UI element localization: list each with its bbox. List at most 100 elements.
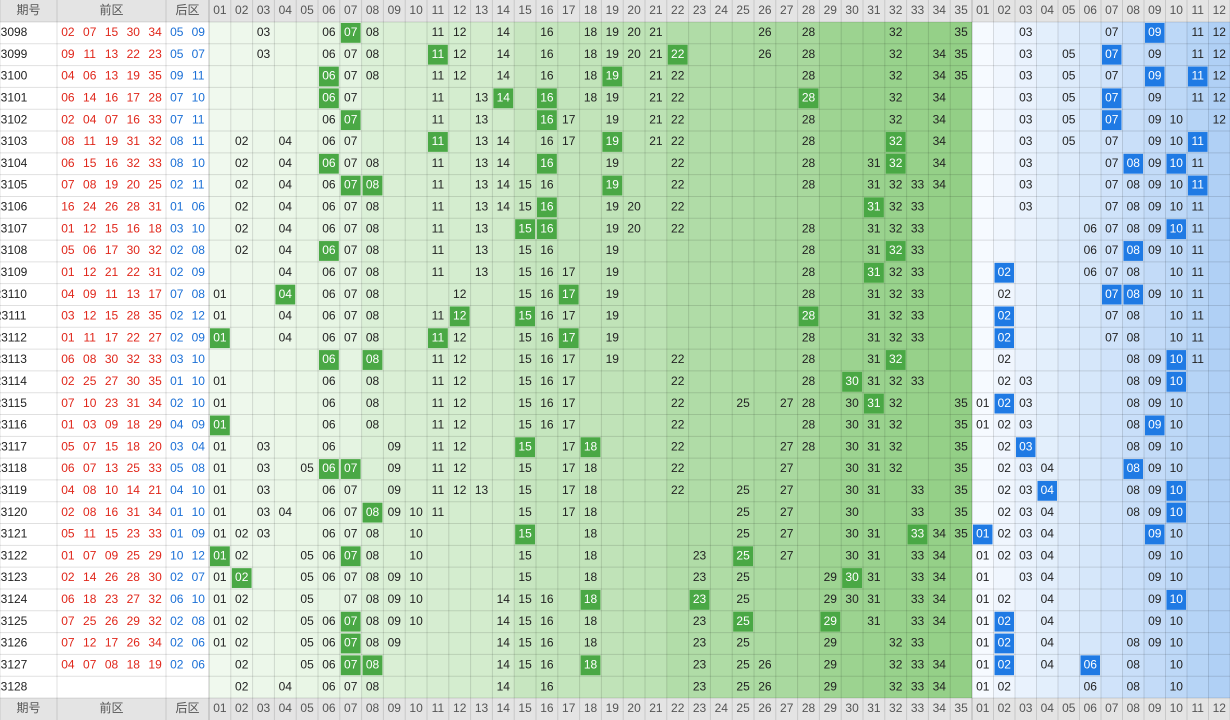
front-zone-cell: 06 <box>322 461 336 475</box>
front-zone-cell: 07 <box>344 156 358 170</box>
front-zone-cell: 15 <box>518 265 532 279</box>
front-zone-hit <box>842 568 862 588</box>
back-zone-cell: 07 <box>1105 265 1119 279</box>
back-zone-cell: 01 <box>976 418 990 432</box>
front-number: 08 <box>83 505 97 519</box>
front-zone-cell: 15 <box>518 309 532 323</box>
front-zone-hit <box>515 306 535 327</box>
issue: 2023112 <box>0 330 27 344</box>
front-number: 19 <box>105 178 119 192</box>
front-zone-cell: 13 <box>475 200 489 214</box>
front-column-label: 19 <box>606 701 620 715</box>
front-number: 01 <box>61 548 75 562</box>
front-number: 35 <box>148 309 162 323</box>
front-number: 15 <box>105 309 119 323</box>
front-column-label: 14 <box>497 701 511 715</box>
back-column-label: 08 <box>1127 3 1141 17</box>
front-zone-hit <box>210 415 230 436</box>
front-number: 17 <box>148 287 162 301</box>
front-zone-cell: 17 <box>562 309 576 323</box>
issue: 2023128 <box>0 679 28 693</box>
front-zone-cell: 06 <box>322 221 336 235</box>
back-column-label: 02 <box>998 3 1012 17</box>
front-number: 03 <box>61 309 75 323</box>
back-zone-cell: 02 <box>998 548 1012 562</box>
front-number: 15 <box>83 156 97 170</box>
back-column-label: 11 <box>1192 701 1205 715</box>
front-number: 04 <box>61 287 75 301</box>
front-number: 04 <box>61 69 75 83</box>
front-zone-cell: 31 <box>867 200 881 214</box>
back-zone-cell: 11 <box>1192 243 1205 257</box>
front-zone-cell: 08 <box>366 156 380 170</box>
front-number: 06 <box>61 352 75 366</box>
front-zone-cell: 13 <box>475 483 489 497</box>
front-zone-cell: 21 <box>649 69 663 83</box>
front-zone-cell: 34 <box>933 527 947 541</box>
front-zone-cell: 15 <box>518 505 532 519</box>
back-zone-cell: 03 <box>1019 439 1033 453</box>
front-zone-cell: 32 <box>889 418 903 432</box>
back-zone-hit <box>1166 502 1186 523</box>
back-zone-cell: 05 <box>1062 134 1076 148</box>
front-zone-cell: 08 <box>366 592 380 606</box>
back-zone-cell: 08 <box>1127 178 1141 192</box>
front-zone-cell: 17 <box>562 505 576 519</box>
back-zone-hit <box>1188 66 1208 87</box>
front-number: 29 <box>148 418 162 432</box>
front-number: 11 <box>83 330 96 344</box>
front-zone-cell: 32 <box>889 374 903 388</box>
front-zone-cell: 11 <box>432 483 445 497</box>
front-zone-cell: 02 <box>235 548 249 562</box>
front-number: 32 <box>148 134 162 148</box>
front-zone-column <box>470 22 493 698</box>
front-number: 14 <box>83 90 97 104</box>
front-zone-cell: 11 <box>432 134 445 148</box>
front-number: 01 <box>61 265 75 279</box>
back-zone-cell: 10 <box>1170 679 1184 693</box>
front-zone-cell: 06 <box>322 505 336 519</box>
front-zone-hit <box>449 306 470 327</box>
front-number: 11 <box>83 47 96 61</box>
front-zone-cell: 08 <box>366 548 380 562</box>
front-zone-hit <box>319 350 339 370</box>
back-zone-cell: 10 <box>1170 483 1184 497</box>
front-number: 26 <box>105 614 119 628</box>
front-zone-cell: 01 <box>213 527 227 541</box>
back-zone-cell: 04 <box>1041 657 1055 671</box>
front-zone-cell: 09 <box>388 636 402 650</box>
back-zone-cell: 03 <box>1019 396 1033 410</box>
back-zone-cell: 10 <box>1170 243 1184 257</box>
front-zone-cell: 04 <box>279 200 293 214</box>
front-number: 34 <box>148 396 162 410</box>
back-zone-hit <box>1166 350 1186 370</box>
back-number: 09 <box>192 527 206 541</box>
front-zone-cell: 17 <box>562 330 576 344</box>
front-zone-cell: 15 <box>518 352 532 366</box>
back-zone-cell: 01 <box>976 657 990 671</box>
back-zone-cell: 11 <box>1192 221 1205 235</box>
front-zone-cell: 33 <box>911 330 925 344</box>
front-zone-column <box>579 22 602 698</box>
front-zone-hit <box>580 589 601 610</box>
back-number: 10 <box>192 156 206 170</box>
front-zone-cell: 07 <box>344 483 358 497</box>
front-column-label: 28 <box>802 3 816 17</box>
front-column-label: 10 <box>409 3 423 17</box>
front-zone-cell: 12 <box>453 396 467 410</box>
front-zone-cell: 13 <box>475 265 489 279</box>
front-number: 32 <box>127 156 141 170</box>
front-zone-cell: 01 <box>213 570 227 584</box>
front-zone-cell: 02 <box>235 134 249 148</box>
back-zone-cell: 10 <box>1170 178 1184 192</box>
back-zone-cell: 07 <box>1105 330 1119 344</box>
back-zone-cell: 09 <box>1148 461 1162 475</box>
back-number: 06 <box>192 657 206 671</box>
front-column-label: 31 <box>867 701 881 715</box>
front-number: 16 <box>105 156 119 170</box>
front-zone-cell: 05 <box>300 636 314 650</box>
front-column-label: 02 <box>235 701 249 715</box>
front-zone-cell: 22 <box>671 439 685 453</box>
front-zone-cell: 23 <box>693 679 707 693</box>
back-number: 12 <box>192 548 206 562</box>
